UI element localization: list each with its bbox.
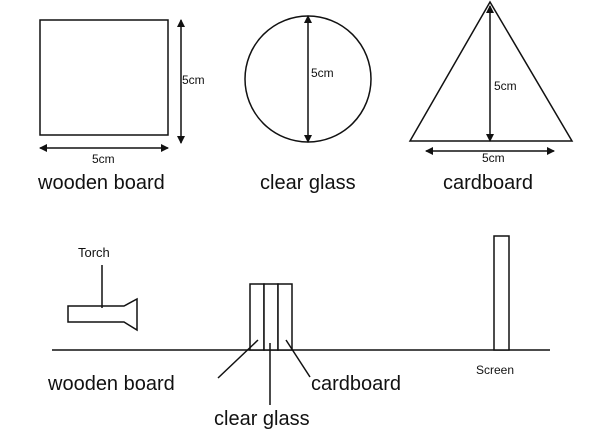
triangle-width-label: 5cm — [482, 151, 505, 165]
triangle-name: cardboard — [443, 172, 533, 194]
setup-label-wooden-board: wooden board — [47, 373, 175, 395]
square-shape — [39, 19, 169, 136]
setup-label-cardboard: cardboard — [311, 373, 401, 395]
wooden-board-pointer — [217, 339, 259, 379]
setup-label-clear-glass: clear glass — [214, 408, 310, 430]
torch-icon — [67, 297, 138, 332]
triangle-shape-group: 5cm 5cm cardboard — [408, 0, 574, 194]
circle-shape-group: 5cm clear glass — [244, 15, 372, 194]
torch-label: Torch — [78, 245, 110, 260]
square-width-label: 5cm — [92, 152, 115, 166]
square-height-label: 5cm — [182, 73, 205, 87]
screen-label: Screen — [476, 363, 514, 377]
triangle-shape — [408, 0, 574, 142]
screen-group: Screen — [476, 235, 514, 377]
square-name: wooden board — [37, 172, 165, 194]
screen-shape — [493, 235, 510, 351]
square-shape-group: 5cm 5cm wooden board — [37, 19, 205, 194]
circle-name: clear glass — [260, 172, 356, 194]
circle-diameter-label: 5cm — [311, 66, 334, 80]
triangle-height-label: 5cm — [494, 79, 517, 93]
cardboard-plate — [277, 283, 293, 351]
torch-group: Torch — [67, 245, 138, 332]
clear-glass-plate — [263, 283, 279, 351]
cardboard-pointer — [285, 339, 311, 378]
plates-group — [249, 283, 293, 351]
